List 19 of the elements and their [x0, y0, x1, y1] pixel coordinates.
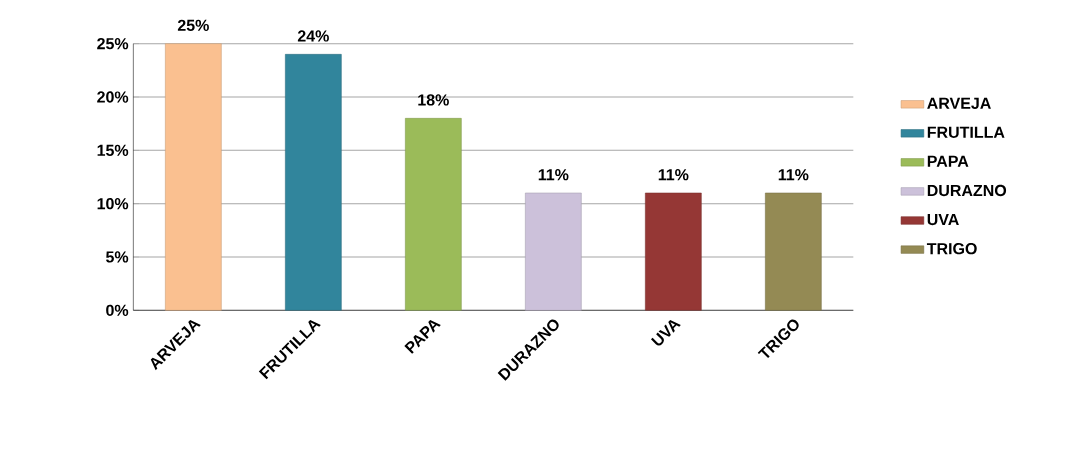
legend-label: PAPA [927, 155, 969, 167]
y-tick-label: 25% [97, 38, 129, 50]
legend-label: ARVEJA [927, 97, 991, 109]
data-label: 11% [658, 169, 689, 181]
x-tick-label: UVA [650, 320, 681, 346]
y-tick-label: 0% [106, 304, 129, 316]
legend-label: DURAZNO [927, 184, 1007, 197]
y-tick-label: 15% [97, 144, 129, 156]
y-tick-label: 20% [97, 91, 129, 103]
legend-label: UVA [927, 214, 959, 226]
legend-label: FRUTILLA [927, 126, 1005, 138]
data-label: 25% [177, 19, 209, 31]
legend-label: TRIGO [926, 243, 977, 255]
data-label: 11% [538, 169, 569, 181]
y-tick-label: 10% [97, 198, 129, 210]
y-tick-label: 5% [106, 251, 129, 263]
data-label: 24% [297, 30, 329, 42]
data-label: 18% [418, 94, 449, 106]
data-label: 11% [778, 169, 809, 181]
